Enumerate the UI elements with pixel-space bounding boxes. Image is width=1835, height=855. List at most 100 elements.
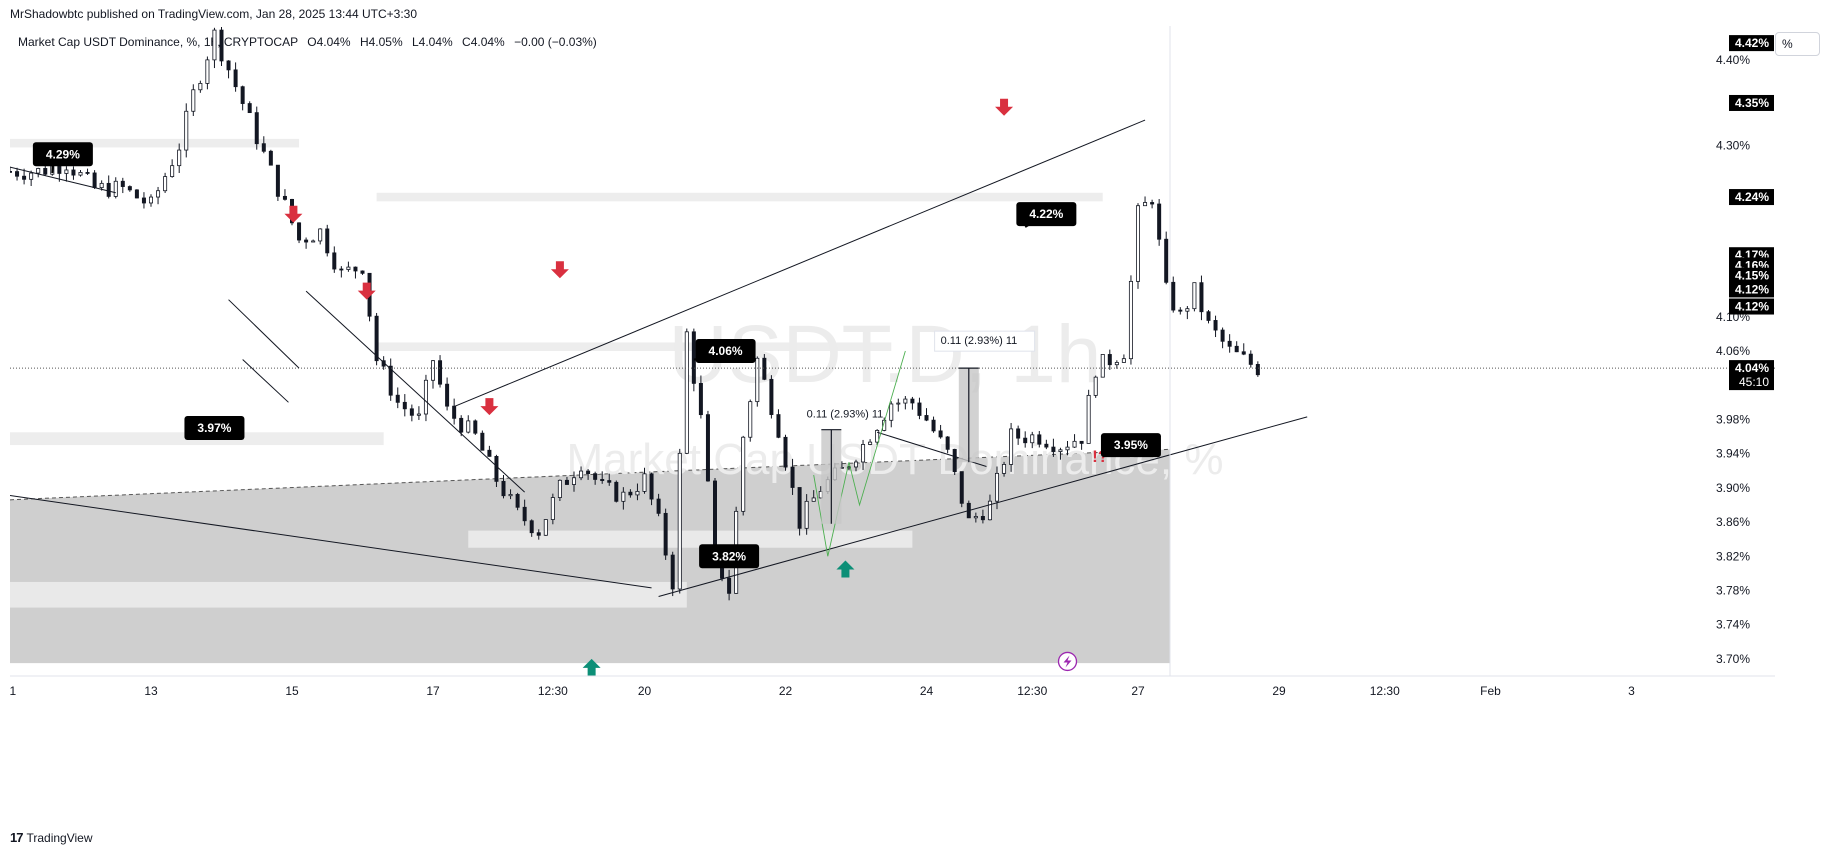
time-label: 12:30 [1017,684,1047,698]
candle-body [1220,329,1225,342]
candle-body [755,357,760,403]
callout-label: 4.22% [1029,207,1063,221]
candle-body [1128,280,1133,360]
trend-line-5 [242,359,289,403]
candle-body [445,383,450,407]
time-label: 15 [285,684,299,698]
callout-box [1100,433,1161,458]
legend-symbol[interactable]: Market Cap USDT Dominance, %, 1h, CRYPTO… [18,35,298,49]
candle-body [769,378,774,415]
candle-body [1051,446,1056,452]
candle-body [339,268,344,271]
candle-body [529,520,534,534]
price-tick: 3.82% [1716,549,1750,563]
tradingview-logo-icon: 17 [10,830,24,845]
watermark-layer: USDT.D, 1h Market Cap USDT Dominance, % [567,309,1224,484]
candle-body [177,149,182,167]
callout-label: 3.82% [712,549,746,563]
candle-body [727,577,732,594]
price-badge [1729,189,1774,206]
candle-body [205,59,210,84]
price-scale: 4.40%4.30%4.10%4.06%3.98%3.94%3.90%3.86%… [1169,26,1774,676]
candle-body [1114,362,1119,366]
candle-body [1086,394,1091,444]
candle-body [536,532,541,536]
measure-label-2-bg [934,330,1036,352]
projection-path [813,350,906,557]
candle-body [127,186,132,191]
candle-body [1234,345,1239,353]
candle-body [522,506,527,522]
candle-body [85,172,90,174]
candle-body [466,420,471,433]
price-tick: 4.40% [1716,53,1750,67]
candle-body [423,379,428,415]
candle-body [1030,434,1035,444]
time-label: 13 [144,684,158,698]
candle-body [360,270,365,274]
candle-body [106,182,111,197]
candle-body [1079,440,1084,444]
footer-brand[interactable]: 17 TradingView [10,830,93,845]
trend-line-3 [305,290,525,493]
candle-body [973,516,978,519]
candle-body [233,69,238,88]
candle-body [346,266,351,270]
candle-body [945,436,950,450]
price-badge-label: 4.12% [1735,300,1769,314]
trend-line-1 [658,416,1308,597]
candle-body [980,516,985,521]
symbol-legend: Market Cap USDT Dominance, %, 1h, CRYPTO… [18,35,597,49]
candle-body [78,172,83,176]
candle-body [621,491,626,502]
candle-body [1178,309,1183,312]
candle-body [663,512,668,556]
candle-body [219,29,224,62]
candle-body [430,360,435,381]
supply-band-3 [376,192,1103,202]
candle-body [36,168,41,174]
price-tick: 3.94% [1716,447,1750,461]
scale-unit-button[interactable]: % [1775,32,1820,56]
arrow-up-icon-1 [836,560,855,578]
candle-body [783,436,788,468]
candle-body [741,436,746,512]
candle-body [1192,282,1197,310]
candle-body [889,403,894,421]
candle-body [1023,437,1028,444]
candle-body [607,480,612,483]
price-badge [1729,267,1774,284]
legend-high: H4.05% [359,35,403,49]
candle-body [649,473,654,500]
candle-body [557,479,562,498]
arrow-down-icon-1 [357,282,376,300]
candle-body [282,195,287,200]
candle-body [762,357,767,380]
candle-body [600,479,605,481]
candle-body [226,60,231,71]
price-chart[interactable]: USDT.D, 1h Market Cap USDT Dominance, % … [10,26,1775,789]
candle-body [861,444,866,463]
current-price-label: 4.04% [1735,361,1769,375]
candle-body [896,402,901,405]
legend-open: O4.04% [307,35,351,49]
price-badge-label: 4.35% [1735,96,1769,110]
candle-body [1100,354,1105,378]
candle-body [459,417,464,433]
candle-body [1185,308,1190,312]
candle-body [480,432,485,451]
price-tick: 3.78% [1716,583,1750,597]
callouts-layer: 4.29% 3.97% 4.06% 3.82% 4.22% 3.95% [32,142,1161,569]
candle-body [564,479,569,485]
candle-body [297,222,302,241]
candle-body [917,402,922,416]
candle-body [579,470,584,479]
candle-body [1009,428,1014,465]
lightning-glyph-icon [1063,655,1072,668]
candle-body [811,497,816,502]
publisher-line: MrShadowbtc published on TradingView.com… [10,7,418,21]
time-label: 3 [1628,684,1635,698]
callout-box [1016,202,1077,227]
candle-body [15,171,20,177]
measure-label-1: 0.11 (2.93%) 11 [807,409,884,421]
